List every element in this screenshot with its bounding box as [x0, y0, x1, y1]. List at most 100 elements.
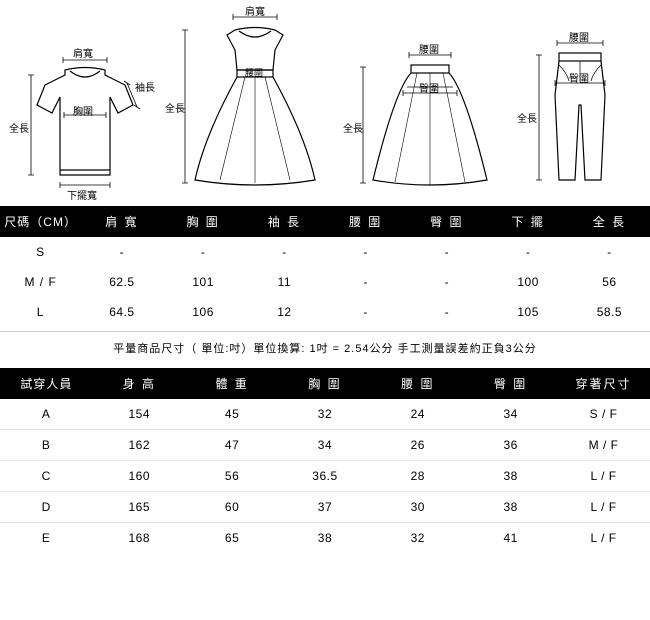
size-cell: - [325, 237, 406, 267]
fit-row: B16247342636M / F [0, 430, 650, 461]
fit-row: E16865383241L / F [0, 523, 650, 554]
size-cell: 11 [244, 267, 325, 297]
fit-cell: B [0, 430, 93, 461]
fit-cell: A [0, 399, 93, 430]
fit-cell: M / F [557, 430, 650, 461]
fit-col-3: 胸 圍 [279, 368, 372, 399]
size-cell: - [488, 237, 569, 267]
size-cell: - [325, 297, 406, 332]
fit-col-6: 穿著尺寸 [557, 368, 650, 399]
size-cell: - [163, 237, 244, 267]
size-cell: - [569, 237, 650, 267]
size-row: M / F62.510111--10056 [0, 267, 650, 297]
fit-cell: 24 [371, 399, 464, 430]
size-col-1: 肩 寬 [81, 206, 162, 237]
fit-cell: D [0, 492, 93, 523]
size-col-5: 臀 圍 [406, 206, 487, 237]
fit-table-body: A15445322434S / FB16247342636M / FC16056… [0, 399, 650, 553]
tshirt-chest-label: 胸圍 [73, 103, 93, 118]
fit-cell: 41 [464, 523, 557, 554]
fit-table-header-row: 試穿人員身 高體 重胸 圍腰 圍臀 圍穿著尺寸 [0, 368, 650, 399]
dress-length-label: 全長 [165, 100, 185, 115]
size-cell: - [244, 237, 325, 267]
fit-cell: 60 [186, 492, 279, 523]
fit-cell: 28 [371, 461, 464, 492]
size-cell: 58.5 [569, 297, 650, 332]
size-cell: 100 [488, 267, 569, 297]
skirt-waist-label: 腰圍 [419, 41, 439, 56]
size-col-2: 胸 圍 [163, 206, 244, 237]
fit-cell: 36.5 [279, 461, 372, 492]
size-cell: 56 [569, 267, 650, 297]
fit-cell: 45 [186, 399, 279, 430]
fit-table: 試穿人員身 高體 重胸 圍腰 圍臀 圍穿著尺寸 A15445322434S / … [0, 368, 650, 553]
size-cell: M / F [0, 267, 81, 297]
skirt-hip-label: 臀圍 [419, 80, 439, 95]
size-row: S------- [0, 237, 650, 267]
skirt-length-label: 全長 [343, 120, 363, 135]
size-cell: 105 [488, 297, 569, 332]
fit-cell: 56 [186, 461, 279, 492]
fit-row: D16560373038L / F [0, 492, 650, 523]
size-cell: - [325, 267, 406, 297]
tshirt-sleeve-label: 袖長 [135, 79, 155, 94]
size-cell: - [81, 237, 162, 267]
dress-svg [175, 5, 335, 195]
pants-hip-label: 臀圍 [569, 70, 589, 85]
skirt-svg [355, 35, 505, 195]
size-cell: S [0, 237, 81, 267]
size-cell: 62.5 [81, 267, 162, 297]
fit-row: C1605636.52838L / F [0, 461, 650, 492]
measurement-note: 平量商品尺寸（ 單位:吋）單位換算: 1吋 = 2.54公分 手工測量誤差約正負… [0, 332, 650, 362]
fit-cell: 37 [279, 492, 372, 523]
fit-cell: 36 [464, 430, 557, 461]
pants-svg [525, 25, 635, 195]
fit-cell: 162 [93, 430, 186, 461]
fit-cell: 34 [279, 430, 372, 461]
size-table-header-row: 尺碼（CM）肩 寬胸 圍袖 長腰 圍臀 圍下 擺全 長 [0, 206, 650, 237]
fit-cell: S / F [557, 399, 650, 430]
fit-cell: L / F [557, 523, 650, 554]
size-col-3: 袖 長 [244, 206, 325, 237]
fit-col-1: 身 高 [93, 368, 186, 399]
fit-cell: E [0, 523, 93, 554]
dress-diagram: 肩寬 腰圍 全長 [175, 5, 335, 195]
dress-waist-label: 腰圍 [245, 66, 263, 79]
fit-cell: 38 [279, 523, 372, 554]
size-col-6: 下 擺 [488, 206, 569, 237]
pants-waist-label: 腰圍 [569, 29, 589, 44]
fit-col-5: 臀 圍 [464, 368, 557, 399]
fit-cell: L / F [557, 492, 650, 523]
fit-col-4: 腰 圍 [371, 368, 464, 399]
fit-cell: L / F [557, 461, 650, 492]
size-cell: 101 [163, 267, 244, 297]
size-table: 尺碼（CM）肩 寬胸 圍袖 長腰 圍臀 圍下 擺全 長 S-------M / … [0, 206, 650, 332]
fit-cell: 32 [279, 399, 372, 430]
size-cell: L [0, 297, 81, 332]
dress-shoulder-label: 肩寬 [245, 3, 265, 18]
fit-col-0: 試穿人員 [0, 368, 93, 399]
fit-cell: 30 [371, 492, 464, 523]
size-cell: - [406, 267, 487, 297]
size-cell: - [406, 297, 487, 332]
fit-cell: 32 [371, 523, 464, 554]
fit-cell: 38 [464, 461, 557, 492]
garment-diagrams: 肩寬 袖長 胸圍 全長 下擺寬 [0, 0, 650, 200]
fit-cell: 168 [93, 523, 186, 554]
fit-cell: 160 [93, 461, 186, 492]
size-cell: 106 [163, 297, 244, 332]
fit-cell: 34 [464, 399, 557, 430]
pants-diagram: 腰圍 臀圍 全長 [525, 25, 635, 195]
size-col-7: 全 長 [569, 206, 650, 237]
size-cell: 12 [244, 297, 325, 332]
tshirt-hem-label: 下擺寬 [67, 187, 97, 202]
fit-cell: 26 [371, 430, 464, 461]
fit-cell: 38 [464, 492, 557, 523]
fit-cell: C [0, 461, 93, 492]
fit-col-2: 體 重 [186, 368, 279, 399]
tshirt-shoulder-label: 肩寬 [73, 45, 93, 60]
fit-cell: 65 [186, 523, 279, 554]
fit-cell: 154 [93, 399, 186, 430]
fit-cell: 165 [93, 492, 186, 523]
tshirt-length-label: 全長 [9, 120, 29, 135]
